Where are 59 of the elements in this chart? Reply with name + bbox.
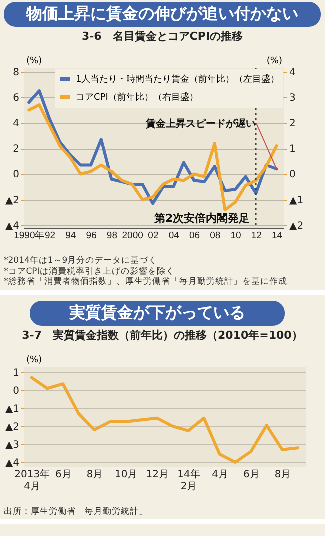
x-tick-label: 92 [45, 230, 56, 242]
legend-label: 1人当たり・時間当たり賃金（前年比）（左目盛） [76, 74, 280, 85]
x-tick-label: 4月 [212, 469, 229, 480]
y-tick-label: ▲4 [5, 220, 20, 232]
x-tick-label: 08 [210, 230, 221, 242]
x-tick-label: 02 [148, 230, 159, 242]
text: *2014年は1～9月分のデータに基づく [4, 256, 159, 266]
ref-line-label: 第2次安倍内閣発足 [153, 212, 250, 225]
text: 出所：厚生労働省「毎月勤労統計」 [4, 506, 149, 517]
y-axis-title: (%) [26, 56, 42, 66]
y-tick-label: ▲2 [5, 421, 20, 432]
y-tick-label: 8 [13, 67, 20, 78]
y2-tick-label: 1 [290, 144, 296, 156]
text: *コアCPIは消費税率引き上げの影響を除く [4, 266, 176, 277]
x-tick-label: 96 [86, 230, 97, 242]
x-tick-label: 94 [66, 230, 76, 242]
y-tick-label: 4 [13, 118, 20, 130]
y-tick-label: 0 [13, 385, 20, 396]
x-tick-label: 10月 [114, 469, 138, 480]
chart-subtitle: 3-7 実質賃金指数（前年比）の推移（2010年=100） [21, 328, 304, 342]
legend-label: コアCPI（前年比）（右目盛） [76, 92, 198, 103]
chart-subtitle: 3-6 名目賃金とコアCPIの推移 [80, 29, 244, 44]
x-tick-label: 06 [189, 230, 200, 242]
x-tick-label: 8月 [274, 469, 292, 480]
y2-axis-title: (%) [266, 56, 282, 66]
text: *総務省「消費者物価指数」、厚生労働省「毎月勤労統計」を基に作成 [4, 277, 288, 288]
y-axis-title: (%) [26, 355, 42, 365]
chart-title: 実質賃金が下がっている [30, 300, 285, 326]
y-tick-label: 6 [13, 92, 20, 104]
y2-tick-label: ▲1 [290, 195, 304, 206]
y-tick-label: 1 [13, 367, 20, 378]
x-tick-label: 12月 [146, 469, 170, 480]
y2-tick-label: 2 [290, 118, 296, 130]
x-tick-label: 2000 [122, 230, 144, 242]
y-tick-label: ▲4 [5, 457, 20, 468]
y2-tick-label: ▲2 [290, 220, 304, 232]
y2-tick-label: 0 [290, 170, 296, 181]
x-tick-label: 14年 2月 [178, 468, 200, 492]
annotation: 賃金上昇スピードが遅い [144, 118, 256, 130]
y-tick-label: 0 [13, 170, 20, 181]
x-tick-label: 2013年 4月 [14, 468, 50, 492]
x-tick-label: 6月 [55, 469, 72, 480]
x-tick-label: 6月 [243, 469, 260, 480]
y2-tick-label: 3 [290, 92, 296, 104]
x-tick-label: 12 [251, 230, 262, 242]
line-series [28, 104, 278, 212]
x-tick-label: 04 [168, 230, 180, 242]
chart-title: 物価上昇に賃金の伸びが追い付かない [4, 2, 321, 27]
x-tick-label: 8月 [86, 469, 104, 480]
x-tick-label: 98 [106, 230, 118, 242]
y-tick-label: 2 [13, 144, 20, 156]
line-series [30, 376, 300, 464]
y-tick-label: ▲2 [5, 195, 20, 206]
x-tick-label: 10 [230, 230, 242, 242]
y-tick-label: ▲1 [5, 403, 20, 414]
y2-tick-label: 4 [290, 67, 296, 78]
y-tick-label: ▲3 [5, 439, 20, 450]
x-tick-label: 1990年 [14, 230, 46, 242]
x-tick-label: 14 [272, 230, 283, 242]
